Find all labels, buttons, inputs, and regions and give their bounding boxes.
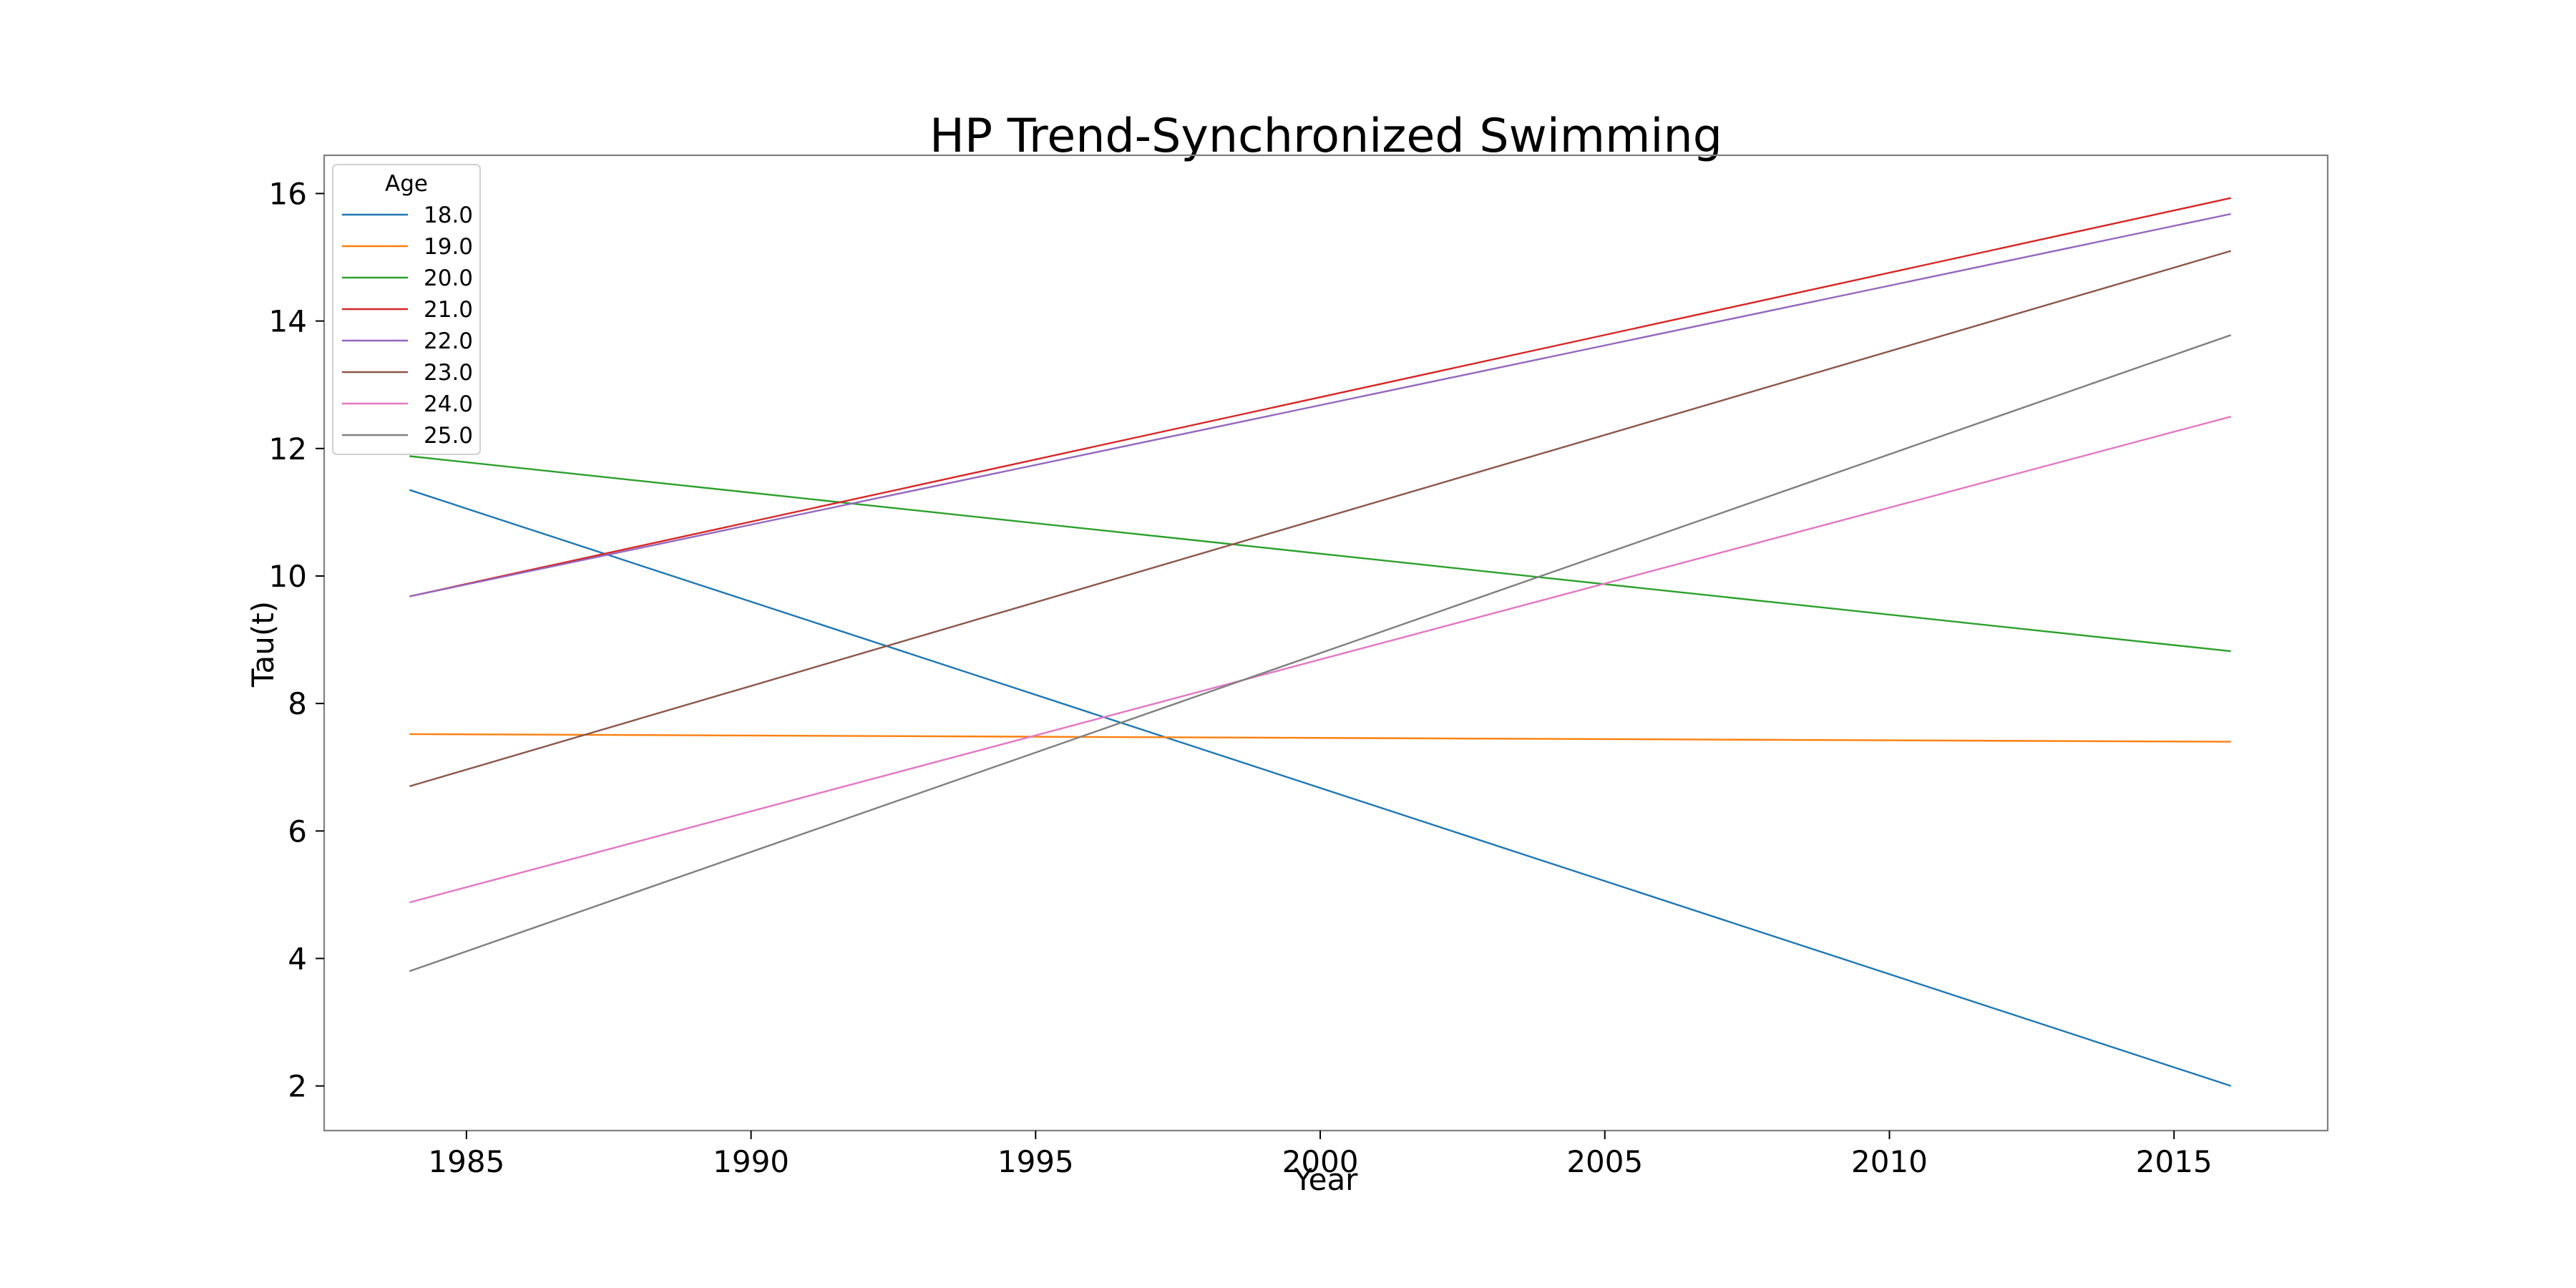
y-tick-label: 16 xyxy=(269,176,307,211)
series-line-24.0 xyxy=(409,416,2232,904)
series-line-20.0 xyxy=(409,455,2231,653)
y-tick-label: 2 xyxy=(288,1069,307,1104)
legend-label: 21.0 xyxy=(424,297,473,323)
series-line-19.0 xyxy=(409,733,2231,743)
series-line-18.0 xyxy=(409,489,2232,1087)
legend-label: 18.0 xyxy=(424,203,473,228)
legend-label: 20.0 xyxy=(424,265,473,291)
series-line-21.0 xyxy=(409,197,2232,597)
legend-label: 25.0 xyxy=(424,423,473,449)
y-tick-label: 10 xyxy=(269,559,307,594)
chart-title: HP Trend-Synchronized Swimming xyxy=(930,109,1722,163)
plot-lines xyxy=(409,197,2232,1087)
legend-label: 23.0 xyxy=(424,360,473,386)
x-tick-label: 1990 xyxy=(713,1144,789,1179)
x-axis: 1985 1990 1995 2000 2005 2010 2015 xyxy=(428,1131,2212,1179)
legend-label: 22.0 xyxy=(424,328,473,354)
y-tick-label: 12 xyxy=(269,431,307,467)
plot-frame xyxy=(323,154,2329,1132)
series-line-25.0 xyxy=(409,334,2232,972)
y-axis-label: Tau(t) xyxy=(245,601,280,688)
y-tick-label: 4 xyxy=(288,941,307,976)
legend-label: 24.0 xyxy=(424,391,473,417)
x-tick-label: 2015 xyxy=(2136,1144,2212,1179)
y-tick-label: 8 xyxy=(288,686,307,721)
series-line-22.0 xyxy=(409,213,2232,597)
series-line-23.0 xyxy=(409,250,2232,788)
y-tick-label: 6 xyxy=(288,814,307,849)
y-axis: 2 4 6 8 10 12 14 16 xyxy=(269,176,324,1104)
x-tick-label: 2005 xyxy=(1566,1144,1643,1179)
legend-label: 19.0 xyxy=(424,234,473,260)
legend: Age 18.0 19.0 20.0 21.0 22.0 23.0 24.0 25.0 xyxy=(332,164,481,455)
y-tick-label: 14 xyxy=(269,304,307,339)
x-tick-label: 1985 xyxy=(428,1144,504,1179)
x-tick-label: 1995 xyxy=(997,1144,1074,1179)
x-tick-label: 2010 xyxy=(1851,1144,1928,1179)
legend-entries: 18.0 19.0 20.0 21.0 22.0 23.0 24.0 25.0 xyxy=(342,203,473,449)
x-axis-label: Year xyxy=(1294,1162,1359,1197)
x-tick-label: 2000 xyxy=(1282,1144,1359,1179)
legend-title: Age xyxy=(385,171,428,197)
